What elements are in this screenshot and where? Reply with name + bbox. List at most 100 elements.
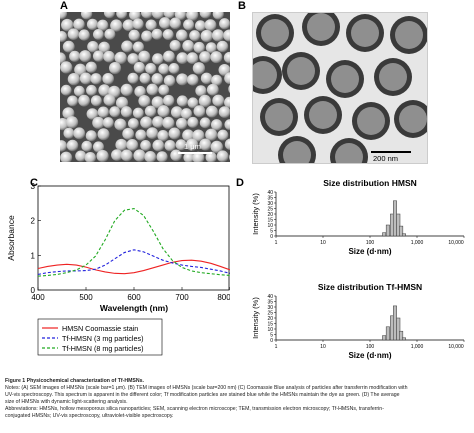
- hist-ytick-label: 35: [267, 196, 273, 202]
- sem-sphere: [96, 149, 109, 162]
- sem-sphere: [212, 12, 224, 20]
- hist-bar: [385, 224, 390, 237]
- chart-c-ytick-label: 0: [31, 286, 36, 295]
- hist-xtick-label: 1,000: [411, 344, 424, 350]
- chart-c-ytick-label: 3: [31, 182, 36, 191]
- sem-sphere: [92, 29, 104, 40]
- tem-particle-core: [309, 101, 337, 129]
- sem-sphere: [205, 105, 218, 118]
- sem-sphere: [121, 40, 134, 53]
- sem-sphere: [183, 152, 195, 162]
- chart-c-ylabel: Absorbance: [6, 215, 16, 261]
- hist-ytick-label: 5: [270, 333, 273, 339]
- sem-sphere: [86, 84, 97, 96]
- sem-sphere: [193, 105, 206, 118]
- sem-sphere: [62, 40, 75, 53]
- sem-sphere: [127, 53, 139, 65]
- sem-sphere: [170, 106, 183, 119]
- sem-sphere: [90, 95, 102, 107]
- sem-sphere: [78, 29, 90, 41]
- sem-sphere: [69, 50, 81, 62]
- sem-sphere: [216, 40, 229, 53]
- hist-ytick-label: 20: [267, 316, 273, 322]
- hist-xtick-label: 1,000: [411, 240, 424, 246]
- sem-sphere: [86, 18, 99, 30]
- sem-sphere: [212, 94, 225, 107]
- sem-sphere: [73, 18, 85, 31]
- sem-sphere: [132, 107, 144, 119]
- sem-sphere: [60, 151, 73, 162]
- sem-sphere: [192, 151, 205, 162]
- tem-particle-core: [331, 65, 359, 93]
- sem-sphere: [116, 12, 128, 19]
- hist-ytick-label: 0: [270, 234, 273, 240]
- sem-sphere: [195, 85, 207, 97]
- sem-sphere: [210, 51, 223, 64]
- sem-sphere: [224, 96, 230, 109]
- sem-sphere: [139, 72, 151, 84]
- sem-sphere: [223, 51, 230, 64]
- sem-sphere: [151, 12, 165, 20]
- sem-sphere: [182, 40, 195, 52]
- chart-c-series-line: [37, 259, 230, 275]
- sem-sphere: [140, 116, 153, 129]
- sem-sphere: [176, 73, 189, 86]
- hist-bar: [385, 326, 390, 341]
- sem-sphere: [103, 12, 116, 19]
- hist-xtick-label: 10,000: [448, 240, 464, 246]
- sem-sphere: [205, 42, 217, 54]
- chart-c-ytick-label: 1: [31, 251, 36, 260]
- hist-ytick-label: 40: [267, 190, 273, 196]
- hist-xtick-label: 1: [275, 240, 278, 246]
- hist-bar: [399, 225, 404, 237]
- sem-sphere: [60, 12, 68, 20]
- sem-sphere: [144, 151, 157, 162]
- chart-c-frame: [37, 185, 230, 291]
- sem-sphere: [216, 150, 229, 162]
- sem-sphere: [92, 116, 105, 129]
- sem-sphere: [193, 41, 205, 54]
- sem-sphere: [146, 83, 159, 96]
- sem-sphere: [187, 116, 199, 128]
- hist-bar: [402, 337, 406, 341]
- sem-sphere: [86, 108, 99, 120]
- sem-sphere: [120, 149, 133, 162]
- sem-sphere: [175, 139, 187, 151]
- sem-sphere: [218, 106, 230, 118]
- sem-sphere: [102, 72, 114, 85]
- hist-xtick-label: 10,000: [448, 344, 464, 350]
- tf-hmsn-size-chart: Size distribution Tf-HMSN051015202530354…: [251, 282, 465, 360]
- sem-sphere: [187, 97, 199, 109]
- hist-xtick-label: 100: [366, 344, 375, 350]
- chart-c-legend-box: [37, 318, 163, 356]
- sem-sphere: [183, 19, 195, 31]
- sem-sphere: [67, 95, 78, 107]
- sem-sphere: [200, 29, 213, 43]
- sem-sphere: [85, 61, 97, 73]
- hist-ytick-label: 15: [267, 322, 273, 328]
- sem-sphere: [133, 61, 146, 74]
- hist-bar: [382, 232, 387, 237]
- hist-xtick-label: 10: [320, 240, 326, 246]
- sem-sphere: [210, 140, 224, 154]
- sem-sphere: [192, 62, 206, 75]
- sem-sphere: [103, 50, 115, 63]
- hist-xlabel: Size (d·nm): [348, 247, 391, 256]
- sem-sphere: [114, 118, 127, 131]
- sem-sphere: [186, 74, 199, 86]
- sem-sphere: [97, 106, 110, 118]
- tem-particle-core: [261, 19, 289, 47]
- hist-bar: [396, 213, 401, 237]
- hist-bar: [382, 335, 387, 341]
- sem-sphere: [199, 117, 211, 129]
- sem-sphere: [133, 149, 146, 162]
- figure-caption: Figure 1 Physicochemical characterizatio…: [5, 378, 471, 420]
- hist-ytick-label: 10: [267, 223, 273, 229]
- sem-sphere: [164, 140, 176, 152]
- hist-xtick-label: 1: [275, 344, 278, 350]
- sem-sphere: [145, 19, 157, 31]
- chart-c-xtick-label: 700: [175, 293, 189, 302]
- sem-sphere: [126, 139, 139, 151]
- sem-sphere: [110, 19, 123, 32]
